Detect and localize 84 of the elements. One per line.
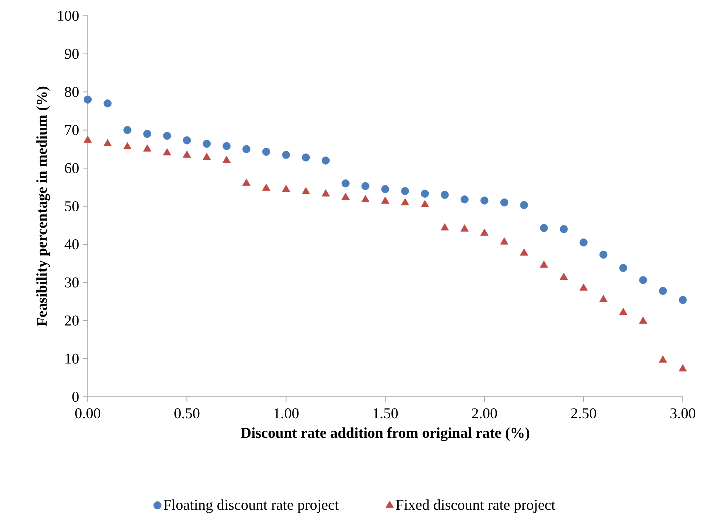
y-axis-title: Feasibility percentage in medium (%) — [36, 86, 50, 326]
point — [440, 224, 450, 231]
point — [639, 276, 648, 284]
point — [242, 145, 251, 154]
point — [659, 287, 668, 296]
point — [659, 356, 668, 363]
legend-label: Fixed discount rate project — [396, 500, 556, 514]
point — [401, 198, 410, 206]
point — [540, 224, 548, 232]
point — [322, 156, 330, 165]
y-tick-label: 0 — [72, 392, 79, 402]
point — [600, 295, 608, 302]
point — [619, 308, 628, 316]
point — [183, 150, 192, 158]
y-tick-label: 100 — [58, 10, 79, 22]
point — [362, 195, 370, 202]
point — [580, 238, 588, 247]
x-tick-label: 2.00 — [472, 408, 498, 419]
y-tick-label: 50 — [65, 201, 79, 212]
point — [639, 316, 648, 324]
point — [124, 126, 132, 134]
point — [342, 180, 350, 188]
y-tick-label: 40 — [64, 240, 79, 250]
point — [104, 139, 112, 146]
point — [460, 224, 469, 232]
point — [560, 225, 568, 234]
point — [163, 132, 172, 140]
x-axis-title: Discount rate addition from original rate (%) — [241, 428, 530, 442]
point — [401, 187, 410, 196]
point — [282, 151, 290, 160]
point — [84, 96, 92, 104]
point — [620, 264, 628, 272]
point — [441, 191, 450, 200]
point — [520, 248, 528, 256]
point — [679, 296, 688, 304]
y-tick-label: 20 — [65, 316, 79, 326]
point — [500, 238, 509, 245]
point — [282, 185, 290, 192]
point — [480, 228, 489, 236]
point — [302, 154, 310, 162]
point — [262, 184, 271, 192]
y-tick-label: 90 — [65, 49, 79, 60]
point — [520, 201, 528, 210]
x-tick-label: 2.50 — [571, 408, 596, 419]
point — [460, 196, 469, 204]
point — [342, 193, 350, 200]
point — [163, 148, 172, 156]
point — [362, 182, 370, 190]
point — [381, 196, 390, 204]
point — [600, 250, 608, 259]
point — [302, 187, 310, 194]
y-tick-label: 60 — [65, 163, 79, 174]
x-tick-label: 1.50 — [374, 408, 398, 419]
point — [104, 100, 112, 108]
point — [480, 196, 489, 205]
point — [382, 185, 390, 194]
point — [143, 144, 152, 152]
point — [183, 136, 192, 145]
x-tick-label: 1.00 — [274, 408, 299, 419]
point — [222, 142, 231, 150]
point — [580, 284, 588, 291]
point — [500, 198, 509, 207]
point — [262, 148, 271, 156]
point — [124, 142, 132, 150]
y-tick-label: 30 — [65, 278, 79, 288]
point — [203, 140, 211, 148]
point — [421, 190, 430, 198]
point — [540, 260, 548, 268]
y-tick-label: 10 — [66, 354, 79, 364]
point — [84, 136, 92, 144]
y-tick-label: 80 — [65, 87, 79, 98]
point — [560, 273, 568, 280]
point — [144, 130, 152, 138]
point — [322, 190, 330, 197]
legend-label: Floating discount rate project — [164, 500, 339, 514]
x-tick-label: 0.00 — [75, 408, 101, 419]
point — [202, 153, 212, 160]
point — [242, 178, 251, 186]
point — [222, 156, 231, 164]
point — [678, 364, 688, 372]
point — [421, 200, 430, 208]
x-tick-label: 0.50 — [174, 408, 200, 419]
x-tick-label: 3.00 — [670, 408, 696, 419]
y-tick-label: 70 — [66, 125, 79, 136]
